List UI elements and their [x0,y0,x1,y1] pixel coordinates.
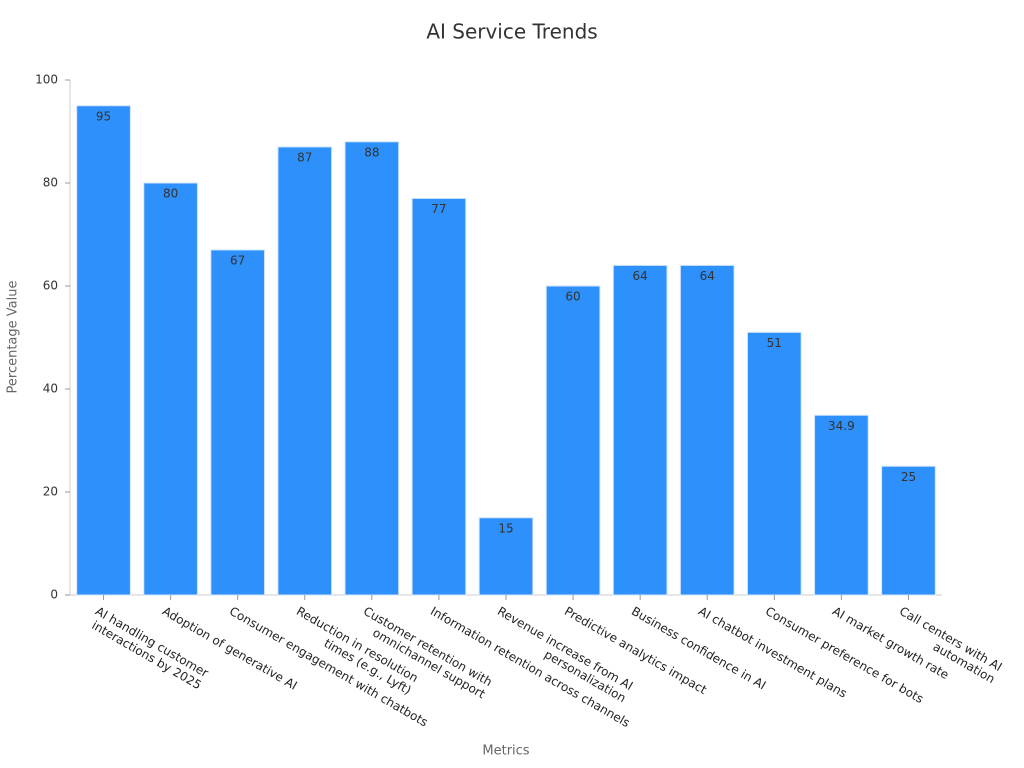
bar [344,141,400,596]
value-label: 51 [767,336,782,350]
bar [746,331,802,596]
value-label: 34.9 [828,419,855,433]
value-label: 15 [498,521,513,535]
value-label: 88 [364,145,379,159]
value-label: 77 [431,202,446,216]
bar [411,197,467,596]
x-axis-label: Metrics [482,744,529,759]
bar [612,264,668,596]
bar [679,264,735,596]
bar [210,249,266,596]
bar [143,182,198,596]
y-tick-label: 20 [43,485,58,499]
y-tick-label: 100 [35,73,58,87]
value-label: 64 [633,269,648,283]
bar [545,285,601,596]
y-axis-label: Percentage Value [6,281,21,394]
value-label: 80 [163,187,178,201]
bar [277,146,333,596]
bar [478,517,534,596]
bar [814,414,869,596]
value-label: 95 [96,109,111,123]
chart-title: AI Service Trends [426,20,597,44]
y-tick-label: 80 [43,176,58,190]
value-label: 67 [230,253,245,267]
y-tick-label: 40 [43,382,58,396]
bar [881,465,936,596]
bar [76,105,131,596]
value-label: 25 [901,470,916,484]
y-tick-label: 0 [50,588,58,602]
y-tick-label: 60 [43,279,58,293]
value-label: 64 [700,269,715,283]
value-label: 60 [565,290,580,304]
value-label: 87 [297,150,312,164]
